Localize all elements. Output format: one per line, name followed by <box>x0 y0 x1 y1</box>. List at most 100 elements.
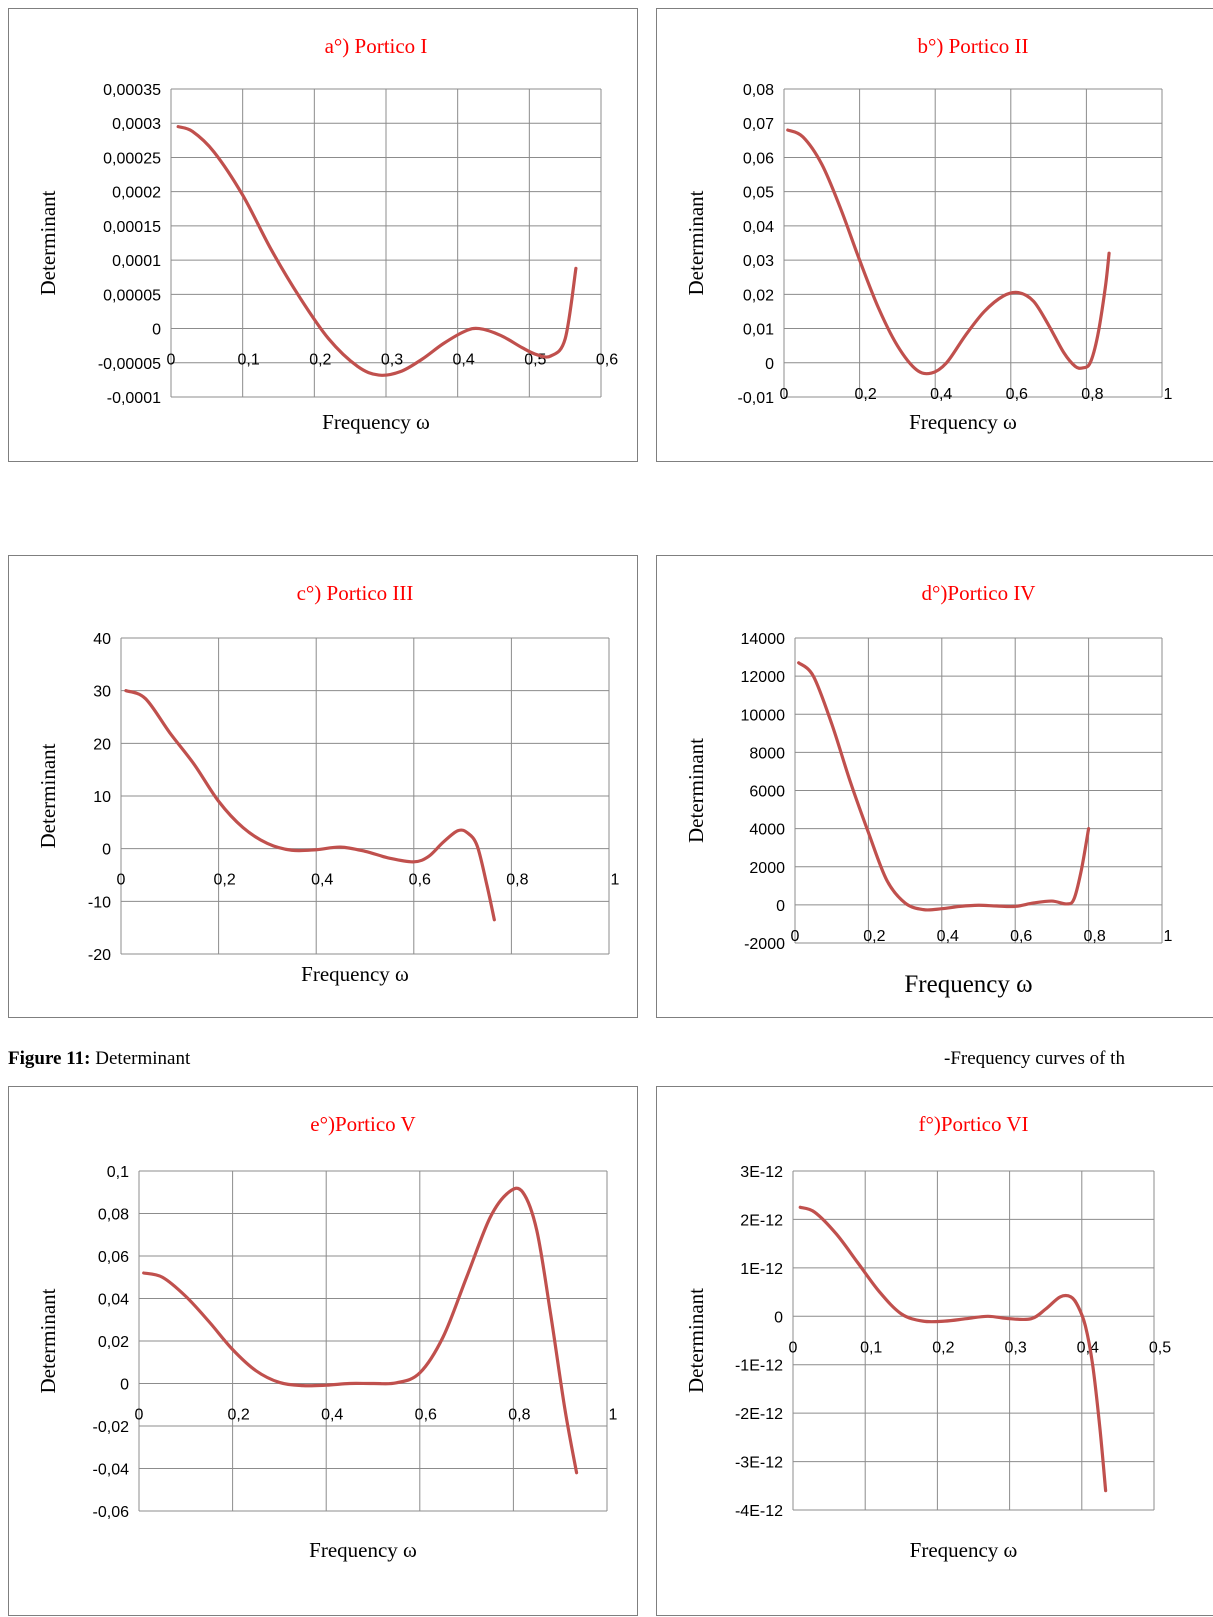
y-tick-label: 0,04 <box>98 1292 129 1309</box>
x-tick-label: 0,6 <box>596 352 618 369</box>
x-tick-label: 0,4 <box>1077 1339 1099 1356</box>
y-tick-label: 0,03 <box>743 253 774 270</box>
chart-panel-f: f°)Portico VI 3E-12 2E-12 1E-12 0 -1E-12 -2E-1… <box>656 1086 1213 1616</box>
x-tick-label: 0,4 <box>311 872 333 889</box>
y-tick-label: -0,0001 <box>107 390 161 407</box>
chart-panel-c: c°) Portico III 40 30 20 10 0 -10 -20 0 0,2 0,4 0,6… <box>8 555 638 1018</box>
y-tick-label: 0 <box>765 356 774 373</box>
y-tick-label: 0,02 <box>743 287 774 304</box>
y-tick-label: 0,0001 <box>112 253 161 270</box>
y-tick-label: 14000 <box>741 631 786 648</box>
series-line <box>176 125 578 377</box>
y-tick-label: 0 <box>776 898 785 915</box>
y-tick-label: 0,0003 <box>112 116 161 133</box>
y-tick-label: 0,0002 <box>112 185 161 202</box>
y-tick-label: 0,06 <box>98 1249 129 1266</box>
y-tick-label: 12000 <box>741 669 786 686</box>
y-tick-label: 0 <box>774 1309 783 1326</box>
y-tick-label: 0 <box>120 1377 129 1394</box>
y-tick-label: 0,08 <box>98 1207 129 1224</box>
series-line <box>142 1186 579 1475</box>
chart-title: f°)Portico VI <box>918 1112 1028 1136</box>
x-tick-label: 0,4 <box>321 1407 343 1424</box>
chart-title: d°)Portico IV <box>922 581 1036 605</box>
x-tick-label: 0 <box>780 386 789 403</box>
series-line <box>124 689 496 922</box>
y-tick-label: 0,01 <box>743 322 774 339</box>
x-tick-label: 0,6 <box>409 872 431 889</box>
y-tick-label: 40 <box>93 631 111 648</box>
chart-panel-b: b°) Portico II 0,08 0,07 0,06 0,05 0,04 0,03 0,… <box>656 8 1213 462</box>
y-axis-title: Determinant <box>36 1288 60 1393</box>
x-tick-label: 0,2 <box>227 1407 249 1424</box>
x-tick-label: 0,6 <box>1006 386 1028 403</box>
y-tick-label: 0,02 <box>98 1334 129 1351</box>
figure-caption-right: -Frequency curves of th <box>944 1048 1125 1069</box>
y-tick-label: -3E-12 <box>735 1455 783 1472</box>
x-tick-label: 0,4 <box>930 386 952 403</box>
chart-panel-d: d°)Portico IV 14000 12000 10000 8000 6000 4000… <box>656 555 1213 1018</box>
y-tick-label: 2000 <box>749 860 785 877</box>
y-tick-label: 8000 <box>749 745 785 762</box>
x-tick-label: 1 <box>609 1407 618 1424</box>
x-tick-label: 0,4 <box>453 352 475 369</box>
series-line <box>798 1205 1108 1493</box>
y-tick-label: 6000 <box>749 784 785 801</box>
x-axis-title: Frequency ω <box>909 410 1017 434</box>
y-tick-label: -1E-12 <box>735 1358 783 1375</box>
x-tick-label: 0,1 <box>860 1339 882 1356</box>
chart-svg-b: b°) Portico II 0,08 0,07 0,06 0,05 0,04 0,03 0,… <box>684 34 1173 434</box>
x-tick-label: 0,1 <box>238 352 260 369</box>
series-line <box>786 128 1111 376</box>
chart-title: b°) Portico II <box>917 34 1028 58</box>
y-tick-label: -2000 <box>744 936 785 953</box>
x-tick-label: 1 <box>611 872 620 889</box>
x-tick-label: 0,3 <box>381 352 403 369</box>
y-tick-label: -0,01 <box>738 390 775 407</box>
chart-panel-e: e°)Portico V 0,1 0,08 0,06 0,04 0,02 0 -0,02 -0,… <box>8 1086 638 1616</box>
y-tick-label: 0,04 <box>743 219 774 236</box>
y-axis-title: Determinant <box>684 738 708 843</box>
x-tick-label: 0,8 <box>506 872 528 889</box>
x-axis-title: Frequency ω <box>322 410 430 434</box>
x-tick-label: 0,5 <box>1149 1339 1171 1356</box>
x-tick-label: 0,3 <box>1004 1339 1026 1356</box>
chart-svg-a: a°) Portico I 0,00035 0,0003 0,00025 0,0002 0… <box>36 34 618 434</box>
x-tick-label: 0,8 <box>1083 928 1105 945</box>
y-tick-label: 0 <box>152 322 161 339</box>
y-tick-label: 3E-12 <box>740 1164 783 1181</box>
x-tick-label: 0,2 <box>863 928 885 945</box>
y-tick-label: 0,00035 <box>103 82 161 99</box>
chart-svg-d: d°)Portico IV140001200010000800060004000… <box>684 581 1173 998</box>
y-tick-label: 0,00005 <box>103 287 161 304</box>
chart-title: c°) Portico III <box>297 581 414 605</box>
y-tick-label: 20 <box>93 736 111 753</box>
x-axis-title: Frequency ω <box>904 971 1032 998</box>
x-tick-label: 0,2 <box>932 1339 954 1356</box>
x-tick-label: 0,8 <box>508 1407 530 1424</box>
x-tick-label: 0,4 <box>937 928 959 945</box>
y-tick-label: -0,02 <box>93 1419 130 1436</box>
y-tick-label: 0,00015 <box>103 219 161 236</box>
y-tick-label: 0,05 <box>743 185 774 202</box>
y-tick-label: 10 <box>93 789 111 806</box>
x-tick-label: 0,8 <box>1081 386 1103 403</box>
y-tick-label: -4E-12 <box>735 1503 783 1520</box>
chart-panel-a: a°) Portico I 0,00035 0,0003 0,00025 0,0002 0… <box>8 8 638 462</box>
x-tick-label: 0 <box>117 872 126 889</box>
y-tick-label: 0,07 <box>743 116 774 133</box>
x-tick-label: 0,2 <box>309 352 331 369</box>
y-tick-label: 0,00025 <box>103 150 161 167</box>
x-axis-title: Frequency ω <box>301 962 409 986</box>
y-tick-label: -0,06 <box>93 1504 130 1521</box>
y-tick-label: -0,00005 <box>98 356 161 373</box>
y-tick-label: 10000 <box>741 707 786 724</box>
x-tick-label: 0 <box>167 352 176 369</box>
series-line <box>797 661 1091 912</box>
x-axis-title: Frequency ω <box>910 1538 1018 1562</box>
x-axis-title: Frequency ω <box>309 1538 417 1562</box>
y-tick-label: 0,06 <box>743 150 774 167</box>
x-tick-label: 0 <box>789 1339 798 1356</box>
x-tick-label: 0,6 <box>1010 928 1032 945</box>
x-tick-label: 0,6 <box>415 1407 437 1424</box>
